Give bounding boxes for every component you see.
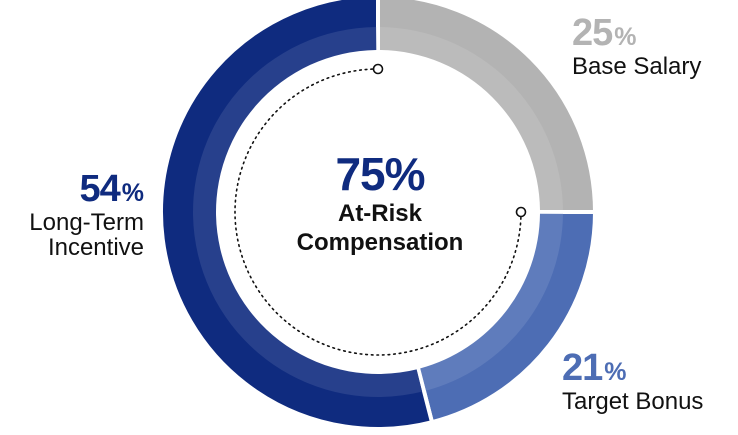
center-label: At-Risk Compensation [230, 200, 530, 258]
category-base-salary: Base Salary [572, 52, 702, 80]
label-base-salary: 25% Base Salary [572, 12, 702, 80]
percent-sign: % [604, 358, 627, 386]
category-long-term-line1: Long-Term [29, 208, 144, 236]
donut-slices [159, 0, 598, 431]
label-long-term-incentive: 54% Long-Term Incentive [29, 168, 144, 262]
value-number: 21 [562, 347, 603, 389]
category-long-term-line2: Incentive [47, 234, 144, 262]
at-risk-bracket [234, 63, 527, 356]
center-value: 75% [335, 148, 425, 200]
center-label-line1: At-Risk [337, 200, 422, 228]
label-target-bonus: 21% Target Bonus [562, 347, 704, 415]
value-number: 54 [79, 168, 120, 210]
slice-inner-band [379, 27, 563, 211]
value-number: 25 [572, 12, 613, 54]
bracket-end-marker [515, 206, 527, 218]
percent-sign: % [121, 179, 144, 207]
value-base-salary: 25% [572, 12, 701, 54]
bracket-start-marker [372, 63, 384, 75]
center-summary: 75% At-Risk Compensation [230, 150, 530, 258]
slice-inner-band [419, 213, 563, 391]
bracket-arc [234, 68, 522, 356]
category-target-bonus: Target Bonus [562, 387, 704, 415]
percent-sign: % [614, 23, 637, 51]
value-long-term-incentive: 54% [29, 168, 144, 210]
center-label-line2: Compensation [296, 229, 464, 257]
value-target-bonus: 21% [562, 347, 703, 389]
